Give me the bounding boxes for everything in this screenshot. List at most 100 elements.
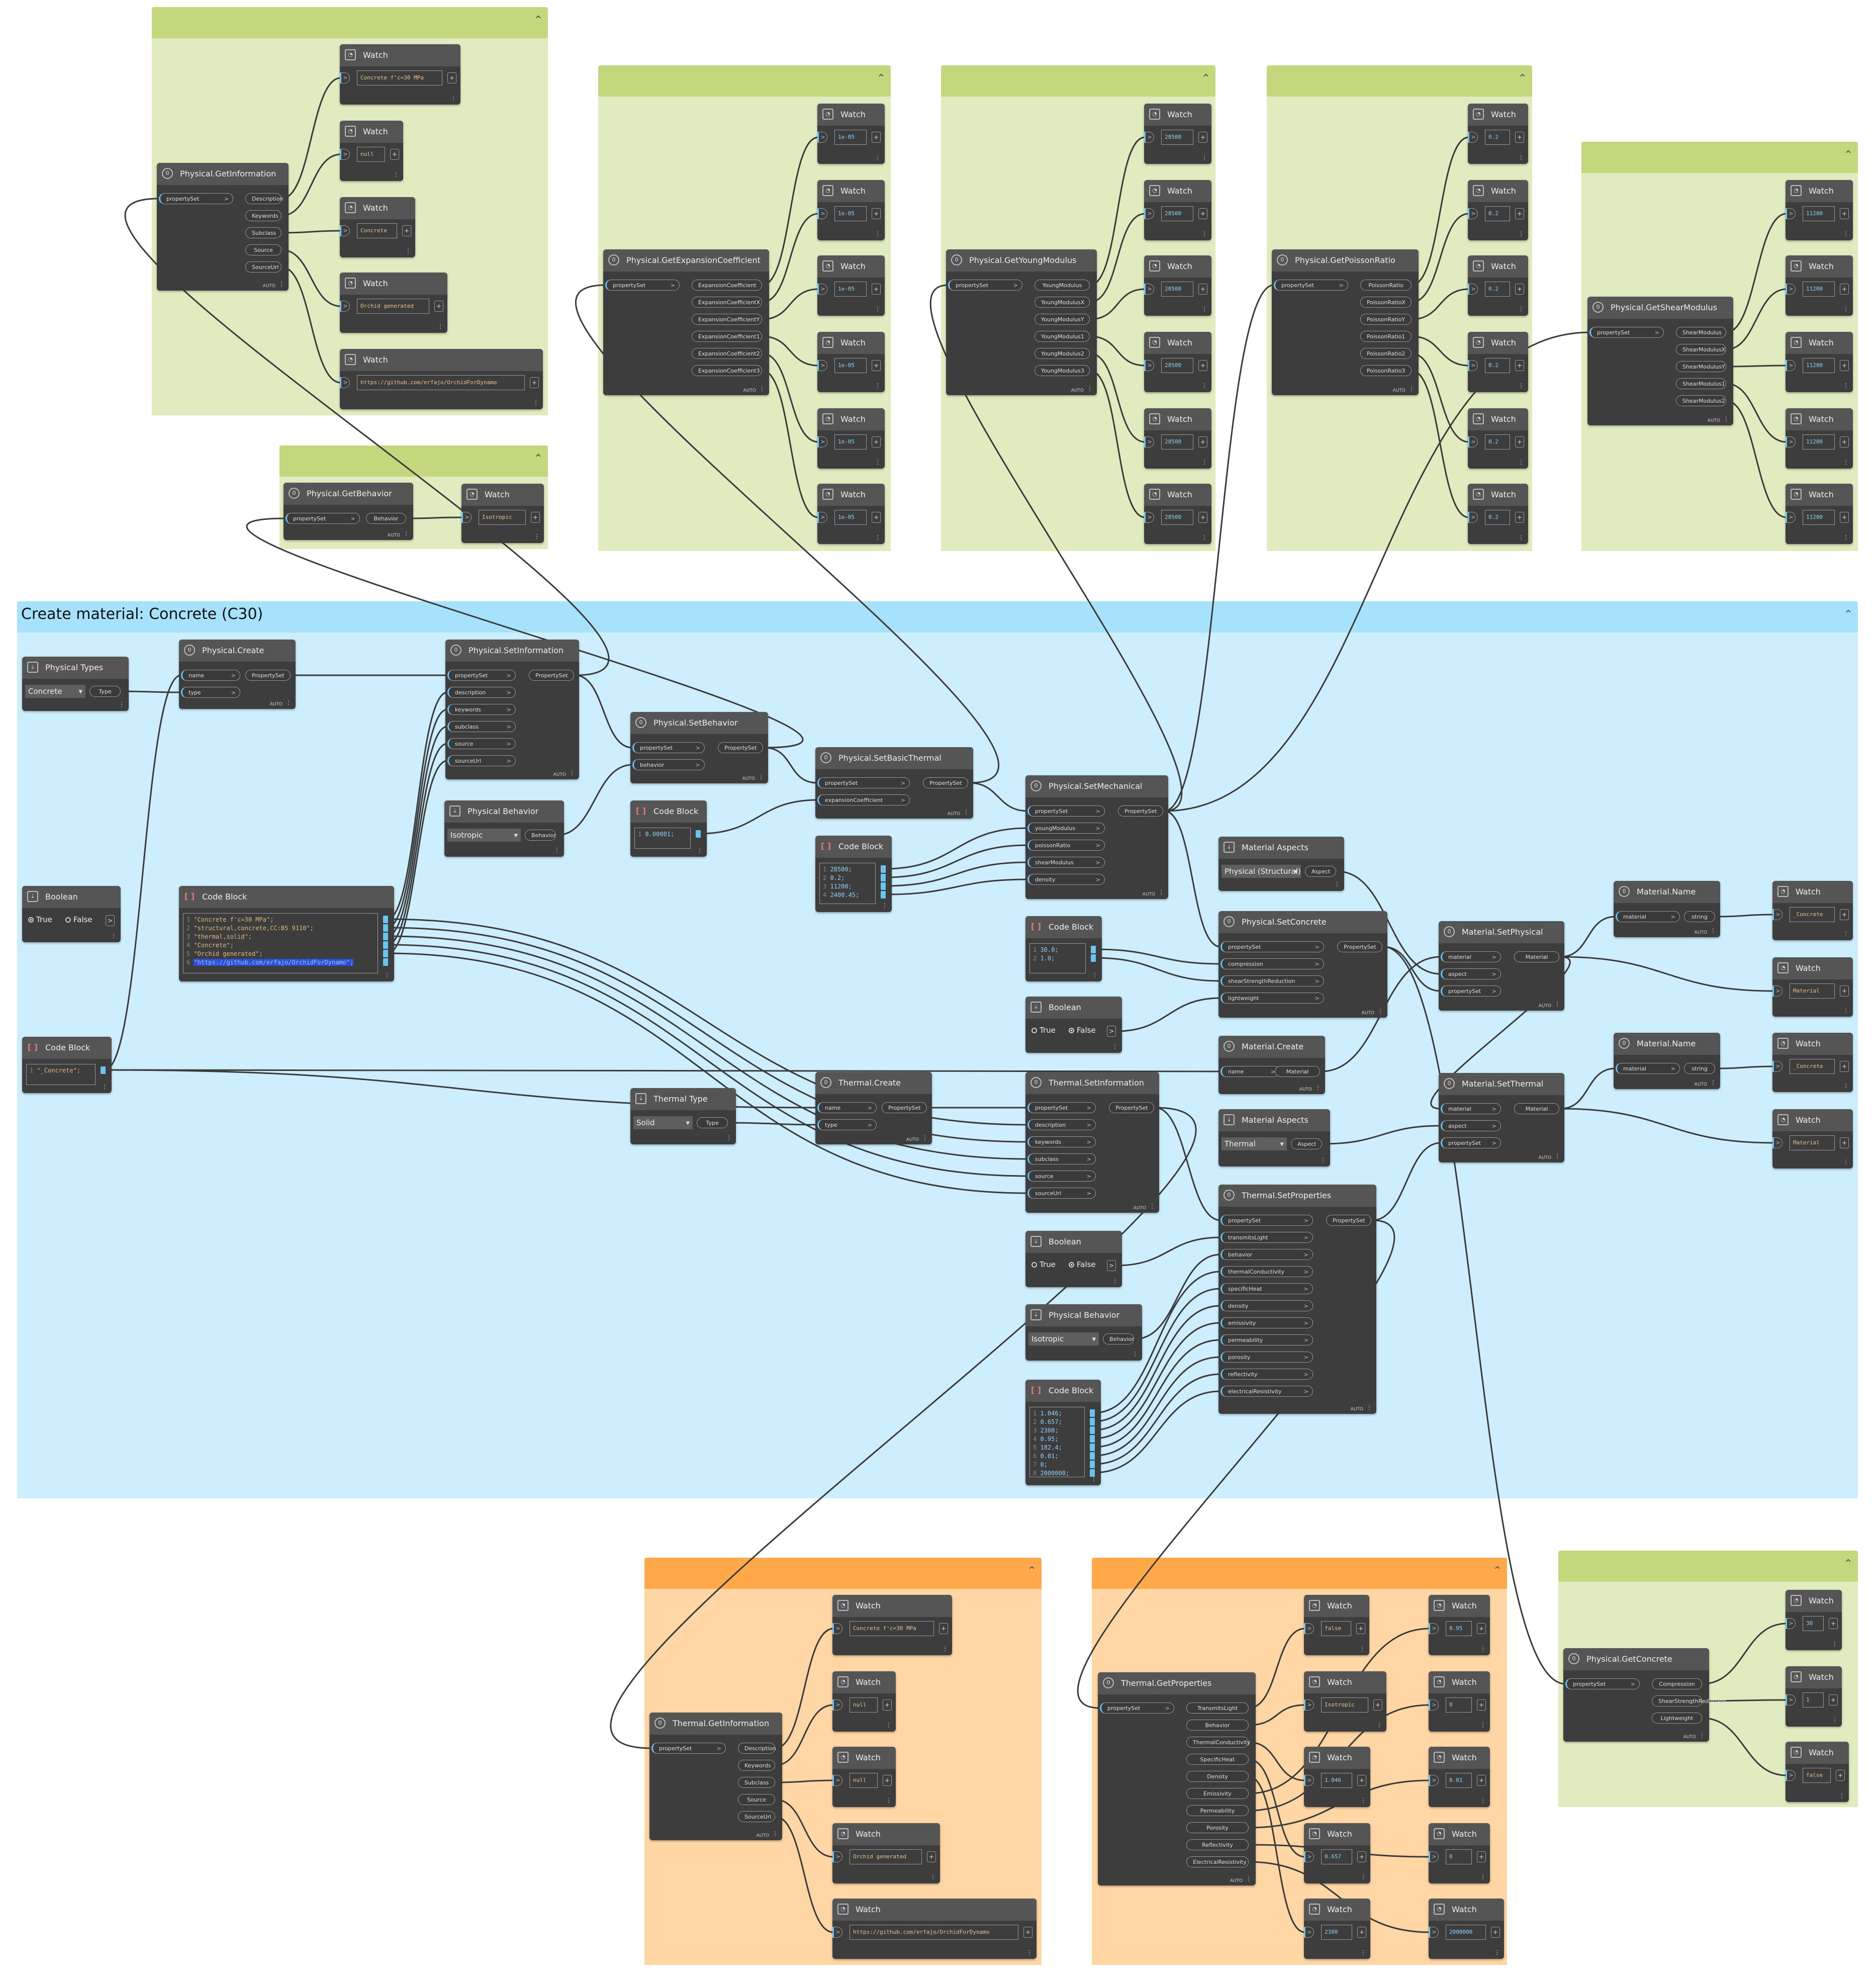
node-menu-icon[interactable]: ⋮ xyxy=(875,382,881,389)
input-port[interactable]: > xyxy=(1468,436,1478,447)
output-port[interactable]: PropertySet xyxy=(718,742,763,753)
input-port[interactable]: propertySet xyxy=(1100,1702,1174,1714)
output-port[interactable] xyxy=(881,874,886,881)
node-header[interactable]: ◔ Watch xyxy=(1468,180,1528,202)
node-menu-icon[interactable]: ⋮ xyxy=(1149,1203,1155,1210)
radio-false[interactable]: False xyxy=(1069,1026,1096,1035)
output-port[interactable]: ShearModulusX xyxy=(1676,344,1726,355)
node-boolean[interactable]: ⇣ Boolean True False > ⋮ xyxy=(1025,1231,1122,1287)
node-header[interactable]: 0 Thermal.GetProperties xyxy=(1098,1672,1256,1694)
output-port[interactable]: + xyxy=(1515,436,1524,447)
output-port[interactable]: ShearStrengthReduction xyxy=(1652,1695,1726,1706)
node-physical-behavior[interactable]: ⇣ Physical Behavior Isotropic Behavior ⋮ xyxy=(1025,1304,1142,1361)
node-menu-icon[interactable]: ⋮ xyxy=(759,385,765,392)
input-port[interactable]: > xyxy=(1429,1699,1439,1711)
node-menu-icon[interactable]: ⋮ xyxy=(1360,1873,1366,1880)
output-port[interactable] xyxy=(1090,1426,1095,1434)
output-port[interactable]: + xyxy=(1198,512,1207,523)
input-port-name[interactable]: name xyxy=(817,1102,877,1114)
input-port-porosity[interactable]: porosity xyxy=(1221,1352,1313,1363)
node-header[interactable]: ⇣ Physical Behavior xyxy=(1025,1304,1142,1326)
input-port-thermalconductivity[interactable]: thermalConductivity xyxy=(1221,1266,1313,1278)
input-port[interactable]: > xyxy=(1144,208,1154,219)
node-header[interactable]: ◔ Watch xyxy=(832,1899,1037,1921)
node-watch[interactable]: ◔ Watch >0.2 + ⋮ xyxy=(1468,332,1528,392)
output-port[interactable]: PoissonRatio1 xyxy=(1360,331,1412,342)
node-physical-getinformation[interactable]: 0 Physical.GetInformation propertySet Descr… xyxy=(157,163,289,291)
node-header[interactable]: ◔ Watch xyxy=(1468,255,1528,278)
node-menu-icon[interactable]: ⋮ xyxy=(384,971,390,978)
node-material-aspects[interactable]: ⇣ Material Aspects Physical (Structural) As… xyxy=(1218,837,1344,891)
input-port[interactable]: > xyxy=(1144,512,1154,523)
node-watch[interactable]: ◔ Watch > Isotropic + ⋮ xyxy=(1304,1671,1386,1732)
input-port[interactable]: > xyxy=(1468,132,1478,143)
node-thermal-create[interactable]: 0 Thermal.Create name type PropertySet AUTO⋮ xyxy=(815,1072,932,1144)
input-port[interactable]: > xyxy=(340,377,350,388)
output-port[interactable]: Density xyxy=(1186,1771,1249,1782)
node-physical-getexpansioncoefficient[interactable]: 0 Physical.GetExpansionCoefficient propert… xyxy=(603,249,769,395)
node-header[interactable]: ◔ Watch xyxy=(1429,1595,1490,1617)
node-menu-icon[interactable]: ⋮ xyxy=(1518,154,1524,161)
collapse-icon[interactable]: ⌃ xyxy=(1027,1565,1037,1577)
node-header[interactable]: ◔ Watch xyxy=(1786,255,1853,278)
output-port[interactable]: ExpansionCoefficient1 xyxy=(692,331,762,342)
node-material-setphysical[interactable]: 0 Material.SetPhysical material aspect prope… xyxy=(1439,921,1564,1011)
node-menu-icon[interactable]: ⋮ xyxy=(1026,1949,1033,1956)
output-port[interactable]: > xyxy=(106,915,115,926)
input-port[interactable]: propertySet xyxy=(1274,280,1348,291)
node-menu-icon[interactable]: ⋮ xyxy=(875,459,881,466)
input-port[interactable]: propertySet xyxy=(651,1743,726,1754)
node-menu-icon[interactable]: ⋮ xyxy=(1843,459,1849,466)
node-physical-setconcrete[interactable]: 0 Physical.SetConcrete propertySet compress… xyxy=(1218,911,1387,1018)
input-port[interactable]: > xyxy=(1786,436,1796,447)
output-port[interactable]: + xyxy=(1477,1775,1486,1786)
output-port[interactable] xyxy=(1091,946,1096,953)
output-port[interactable] xyxy=(1090,1461,1095,1468)
input-port-shearmodulus[interactable]: shearModulus xyxy=(1027,857,1105,868)
output-port[interactable]: + xyxy=(390,149,399,160)
input-port-propertyset[interactable]: propertySet xyxy=(1441,985,1501,997)
node-menu-icon[interactable]: ⋮ xyxy=(886,1797,892,1804)
node-menu-icon[interactable]: ⋮ xyxy=(1480,1873,1486,1880)
node-watch[interactable]: ◔ Watch >11200 + ⋮ xyxy=(1786,484,1853,544)
node-watch[interactable]: ◔ Watch > Concrete + ⋮ xyxy=(340,197,415,257)
node-watch[interactable]: ◔ Watch > Concrete f'c=30 MPa + ⋮ xyxy=(832,1595,952,1655)
output-port[interactable] xyxy=(1090,1452,1095,1460)
node-menu-icon[interactable]: ⋮ xyxy=(875,534,881,541)
input-port[interactable]: > xyxy=(461,512,472,523)
input-port[interactable]: > xyxy=(1144,360,1154,371)
node-menu-icon[interactable]: ⋮ xyxy=(1112,1277,1118,1284)
node-menu-icon[interactable]: ⋮ xyxy=(1201,382,1207,389)
node-header[interactable]: ⇣ Physical Types xyxy=(22,657,129,679)
node-header[interactable]: ◔ Watch xyxy=(1429,1747,1490,1769)
node-physical-setbasicthermal[interactable]: 0 Physical.SetBasicThermal propertySet expa… xyxy=(815,747,973,819)
output-port[interactable]: ExpansionCoefficientY xyxy=(692,314,762,325)
node-header[interactable]: 0 Physical.SetBehavior xyxy=(630,712,768,734)
output-port[interactable]: + xyxy=(447,72,456,83)
output-port[interactable]: ExpansionCoefficient2 xyxy=(692,348,762,359)
output-port[interactable]: + xyxy=(1840,1061,1849,1072)
node-watch[interactable]: ◔ Watch >1e-05 + ⋮ xyxy=(817,104,885,164)
output-port[interactable]: Emissivity xyxy=(1186,1788,1249,1799)
input-port-source[interactable]: source xyxy=(447,738,516,750)
group-create-material[interactable]: Create material: Concrete (C30) ⌃ xyxy=(17,601,1858,1498)
node-header[interactable]: 0 Physical.GetPoissonRatio xyxy=(1272,249,1419,272)
input-port-emissivity[interactable]: emissivity xyxy=(1221,1317,1313,1329)
node-header[interactable]: [ ] Code Block xyxy=(179,886,394,908)
node-header[interactable]: ⇣ Boolean xyxy=(1025,997,1122,1019)
output-port[interactable]: + xyxy=(1357,1775,1366,1786)
output-port[interactable]: YoungModulus xyxy=(1035,280,1090,291)
node-watch[interactable]: ◔ Watch >1 + ⋮ xyxy=(1786,1666,1842,1727)
node-menu-icon[interactable]: ⋮ xyxy=(1480,1645,1486,1652)
input-port[interactable]: material xyxy=(1616,911,1680,923)
node-header[interactable]: ◔ Watch xyxy=(1786,1666,1842,1688)
node-header[interactable]: ◔ Watch xyxy=(1468,484,1528,506)
node-watch[interactable]: ◔ Watch >0 + ⋮ xyxy=(1429,1823,1490,1883)
node-watch[interactable]: ◔ Watch >28500 + ⋮ xyxy=(1144,484,1211,544)
input-port-keywords[interactable]: keywords xyxy=(1027,1136,1096,1148)
node-header[interactable]: 0 Physical.GetBehavior xyxy=(284,483,413,505)
node-menu-icon[interactable]: ⋮ xyxy=(922,1134,928,1141)
node-watch[interactable]: ◔ Watch >0.657 + ⋮ xyxy=(1304,1823,1370,1883)
node-menu-icon[interactable]: ⋮ xyxy=(1201,459,1207,466)
input-port-youngmodulus[interactable]: youngModulus xyxy=(1027,823,1105,834)
